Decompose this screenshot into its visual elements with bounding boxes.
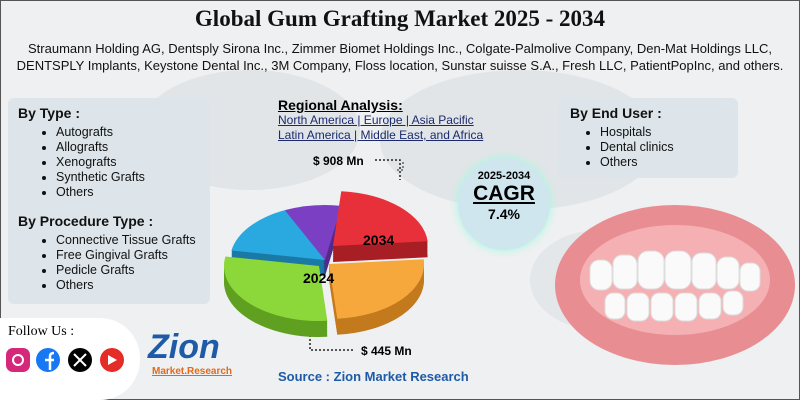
by-procedure: By Procedure Type : Connective Tissue Gr… xyxy=(18,213,208,293)
right-panel xyxy=(558,98,738,178)
list-item: Others xyxy=(56,278,208,293)
list-item: Hospitals xyxy=(600,125,740,140)
value-2034: $ 908 Mn xyxy=(313,154,364,168)
list-item: Pedicle Grafts xyxy=(56,263,208,278)
pointer xyxy=(375,159,401,180)
period: 2025-2034 xyxy=(477,170,531,182)
social-icons xyxy=(6,348,124,372)
heading: By End User : xyxy=(570,105,662,121)
source: Source : Zion Market Research xyxy=(278,369,469,384)
heading: By Type : xyxy=(18,105,80,121)
heading: By Procedure Type : xyxy=(18,213,154,229)
cagr-label: CAGR xyxy=(473,182,535,205)
cagr-value: 7.4% xyxy=(488,206,520,222)
cagr: 2025-2034 CAGR 7.4% xyxy=(458,170,550,222)
pie-slice xyxy=(284,205,342,260)
list: Connective Tissue GraftsFree Gingival Gr… xyxy=(18,233,208,293)
pie-slice xyxy=(329,259,424,319)
by-type: By Type : AutograftsAllograftsXenografts… xyxy=(18,105,208,200)
list: HospitalsDental clinicsOthers xyxy=(570,125,740,170)
heading: Regional Analysis: xyxy=(278,97,403,113)
by-end-user: By End User : HospitalsDental clinicsOth… xyxy=(570,105,740,170)
list-item: Free Gingival Grafts xyxy=(56,248,208,263)
list-item: Dental clinics xyxy=(600,140,740,155)
region-line: Latin America | Middle East, and Africa xyxy=(278,128,484,142)
label-2034: 2034 xyxy=(363,232,394,248)
list-item: Synthetic Grafts xyxy=(56,170,208,185)
list-item: Others xyxy=(600,155,740,170)
value-2024: $ 445 Mn xyxy=(361,344,412,358)
dentures-image xyxy=(555,205,795,365)
list-item: Others xyxy=(56,185,208,200)
pointer xyxy=(309,327,355,351)
region-line: North America | Europe | Asia Pacific xyxy=(278,113,474,127)
list-item: Connective Tissue Grafts xyxy=(56,233,208,248)
logo-name: Zion xyxy=(148,328,220,366)
companies: Straumann Holding AG, Dentsply Sirona In… xyxy=(16,41,784,73)
cagr-badge xyxy=(458,158,550,250)
pie-slice xyxy=(231,210,325,260)
pie-slice xyxy=(333,191,428,246)
list-item: Xenografts xyxy=(56,155,208,170)
instagram-icon[interactable] xyxy=(6,348,30,372)
pie-graphic: $ 908 Mn $ 445 Mn 2034 2024 xyxy=(223,154,428,358)
regional: Regional Analysis: North America | Europ… xyxy=(278,97,483,143)
title: Global Gum Grafting Market 2025 - 2034 xyxy=(194,6,606,31)
pie-slice xyxy=(223,256,328,321)
pointer xyxy=(397,162,404,171)
list-item: Autografts xyxy=(56,125,208,140)
label-2024: 2024 xyxy=(303,270,334,286)
left-panel xyxy=(8,98,210,304)
logo-sub: Market.Research xyxy=(152,366,233,377)
list: AutograftsAllograftsXenograftsSynthetic … xyxy=(18,125,208,200)
list-item: Allografts xyxy=(56,140,208,155)
follow-heading: Follow Us : xyxy=(8,324,75,339)
